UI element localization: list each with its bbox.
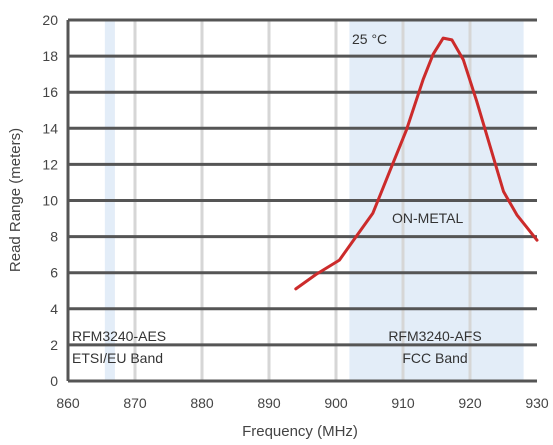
series-group — [294, 36, 539, 291]
y-tick-8: 8 — [50, 229, 58, 245]
eu-band-name-label: ETSI/EU Band — [72, 350, 163, 366]
x-tick-880: 880 — [190, 395, 214, 411]
fcc-band-name-label: FCC Band — [402, 350, 467, 366]
x-tick-900: 900 — [324, 395, 348, 411]
x-tick-910: 910 — [391, 395, 415, 411]
x-tick-870: 870 — [123, 395, 147, 411]
y-tick-20: 20 — [42, 12, 58, 28]
y-tick-14: 14 — [42, 120, 58, 136]
y-axis-title: Read Range (meters) — [7, 128, 24, 272]
y-tick-2: 2 — [50, 337, 58, 353]
x-tick-890: 890 — [257, 395, 281, 411]
eu-band-model-label: RFM3240-AES — [72, 328, 166, 344]
x-tick-930: 930 — [525, 395, 549, 411]
y-tick-6: 6 — [50, 265, 58, 281]
y-tick-10: 10 — [42, 193, 58, 209]
y-tick-12: 12 — [42, 156, 58, 172]
y-tick-16: 16 — [42, 84, 58, 100]
x-tick-920: 920 — [458, 395, 482, 411]
y-tick-labels: 0 2 4 6 8 10 12 14 16 18 20 — [42, 12, 58, 389]
x-axis-title: Frequency (MHz) — [242, 423, 358, 440]
y-tick-0: 0 — [50, 373, 58, 389]
x-tick-labels: 860 870 880 890 900 910 920 930 — [56, 395, 549, 411]
temperature-annotation: 25 °C — [352, 31, 387, 47]
fcc-band-model-label: RFM3240-AFS — [388, 328, 481, 344]
x-tick-860: 860 — [56, 395, 80, 411]
y-tick-4: 4 — [50, 301, 58, 317]
band-labels: RFM3240-AES ETSI/EU Band RFM3240-AFS FCC… — [72, 328, 482, 366]
horizontal-gridlines — [66, 18, 537, 383]
on-metal-annotation: ON-METAL — [392, 210, 464, 226]
y-tick-18: 18 — [42, 48, 58, 64]
series-line-0 — [294, 36, 539, 291]
